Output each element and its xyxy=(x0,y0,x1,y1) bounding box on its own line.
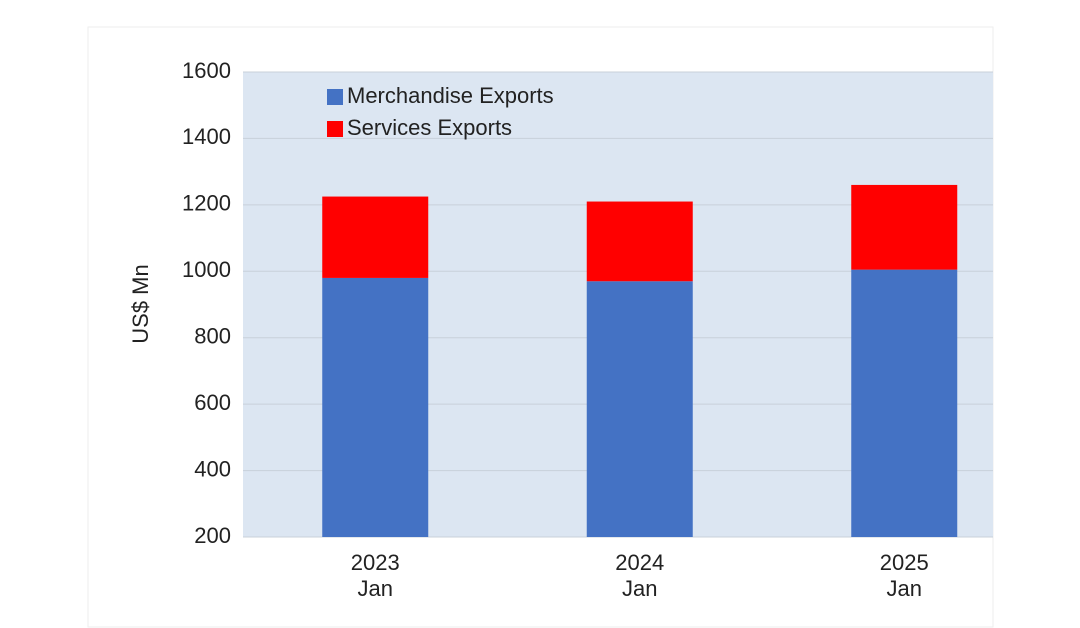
legend-label: Merchandise Exports xyxy=(347,83,554,108)
legend-swatch xyxy=(327,121,343,137)
y-tick-label: 1400 xyxy=(182,124,231,149)
y-axis-label: US$ Mn xyxy=(128,264,153,343)
x-tick-label: 2023 Jan xyxy=(350,550,400,601)
bar-segment xyxy=(322,196,429,278)
bar-segment xyxy=(586,281,693,537)
y-tick-label: 1000 xyxy=(182,257,231,282)
y-tick-label: 800 xyxy=(194,324,231,349)
legend-label: Services Exports xyxy=(347,115,512,140)
bar-segment xyxy=(851,269,958,537)
x-tick-label: 2024 Jan xyxy=(615,550,665,601)
bar-segment xyxy=(851,184,958,270)
y-tick-label: 1200 xyxy=(182,191,231,216)
legend-swatch xyxy=(327,89,343,105)
bar-segment xyxy=(322,277,429,537)
y-tick-label: 1600 xyxy=(182,58,231,83)
y-tick-label: 600 xyxy=(194,390,231,415)
y-tick-label: 200 xyxy=(194,523,231,548)
x-tick-label: 2025 Jan xyxy=(879,550,929,601)
bar-segment xyxy=(586,201,693,282)
y-tick-label: 400 xyxy=(194,456,231,481)
